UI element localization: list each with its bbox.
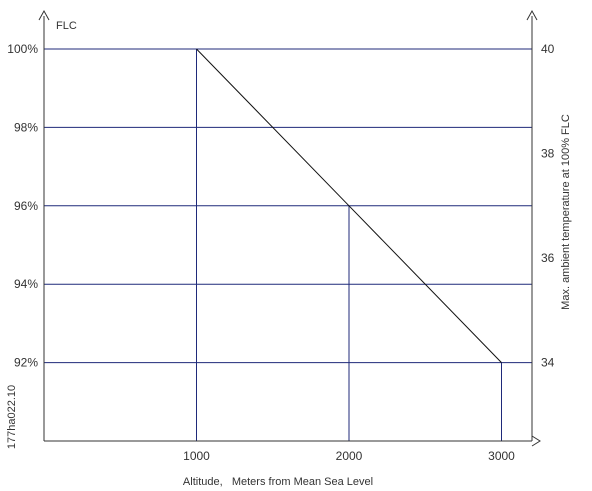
x-axis-label: Altitude, Meters from Mean Sea Level (183, 476, 373, 488)
series-line (196, 48, 502, 363)
y-tick-label: 96% (14, 199, 38, 213)
y-tick-label: 94% (14, 277, 38, 291)
y-axis-label: FLC (56, 20, 77, 32)
left-axis-arrow-icon (38, 9, 50, 21)
y2-tick-label: 34 (541, 356, 555, 370)
y-tick-label: 100% (7, 42, 38, 56)
vertical-droplines (196, 49, 502, 441)
x-tick-label: 3000 (488, 449, 515, 463)
figure-code: 177ha022.10 (6, 385, 18, 449)
x-tick-labels: 1000 2000 3000 (183, 449, 515, 463)
y2-tick-label: 36 (541, 251, 555, 265)
y2-tick-labels: 40 38 36 34 (541, 42, 555, 370)
y-tick-label: 98% (14, 120, 38, 134)
y-tick-label: 92% (14, 356, 38, 370)
y2-axis-label: Max. ambient temperature at 100% FLC (560, 114, 572, 310)
x-tick-label: 2000 (336, 449, 363, 463)
y2-tick-label: 38 (541, 147, 555, 161)
horizontal-gridlines (44, 48, 532, 364)
x-tick-label: 1000 (183, 449, 210, 463)
y2-tick-label: 40 (541, 42, 555, 56)
right-axis-arrow-icon (526, 9, 538, 21)
y-tick-labels: 100% 98% 96% 94% 92% (7, 42, 38, 370)
x-axis-arrow-icon (531, 435, 541, 447)
